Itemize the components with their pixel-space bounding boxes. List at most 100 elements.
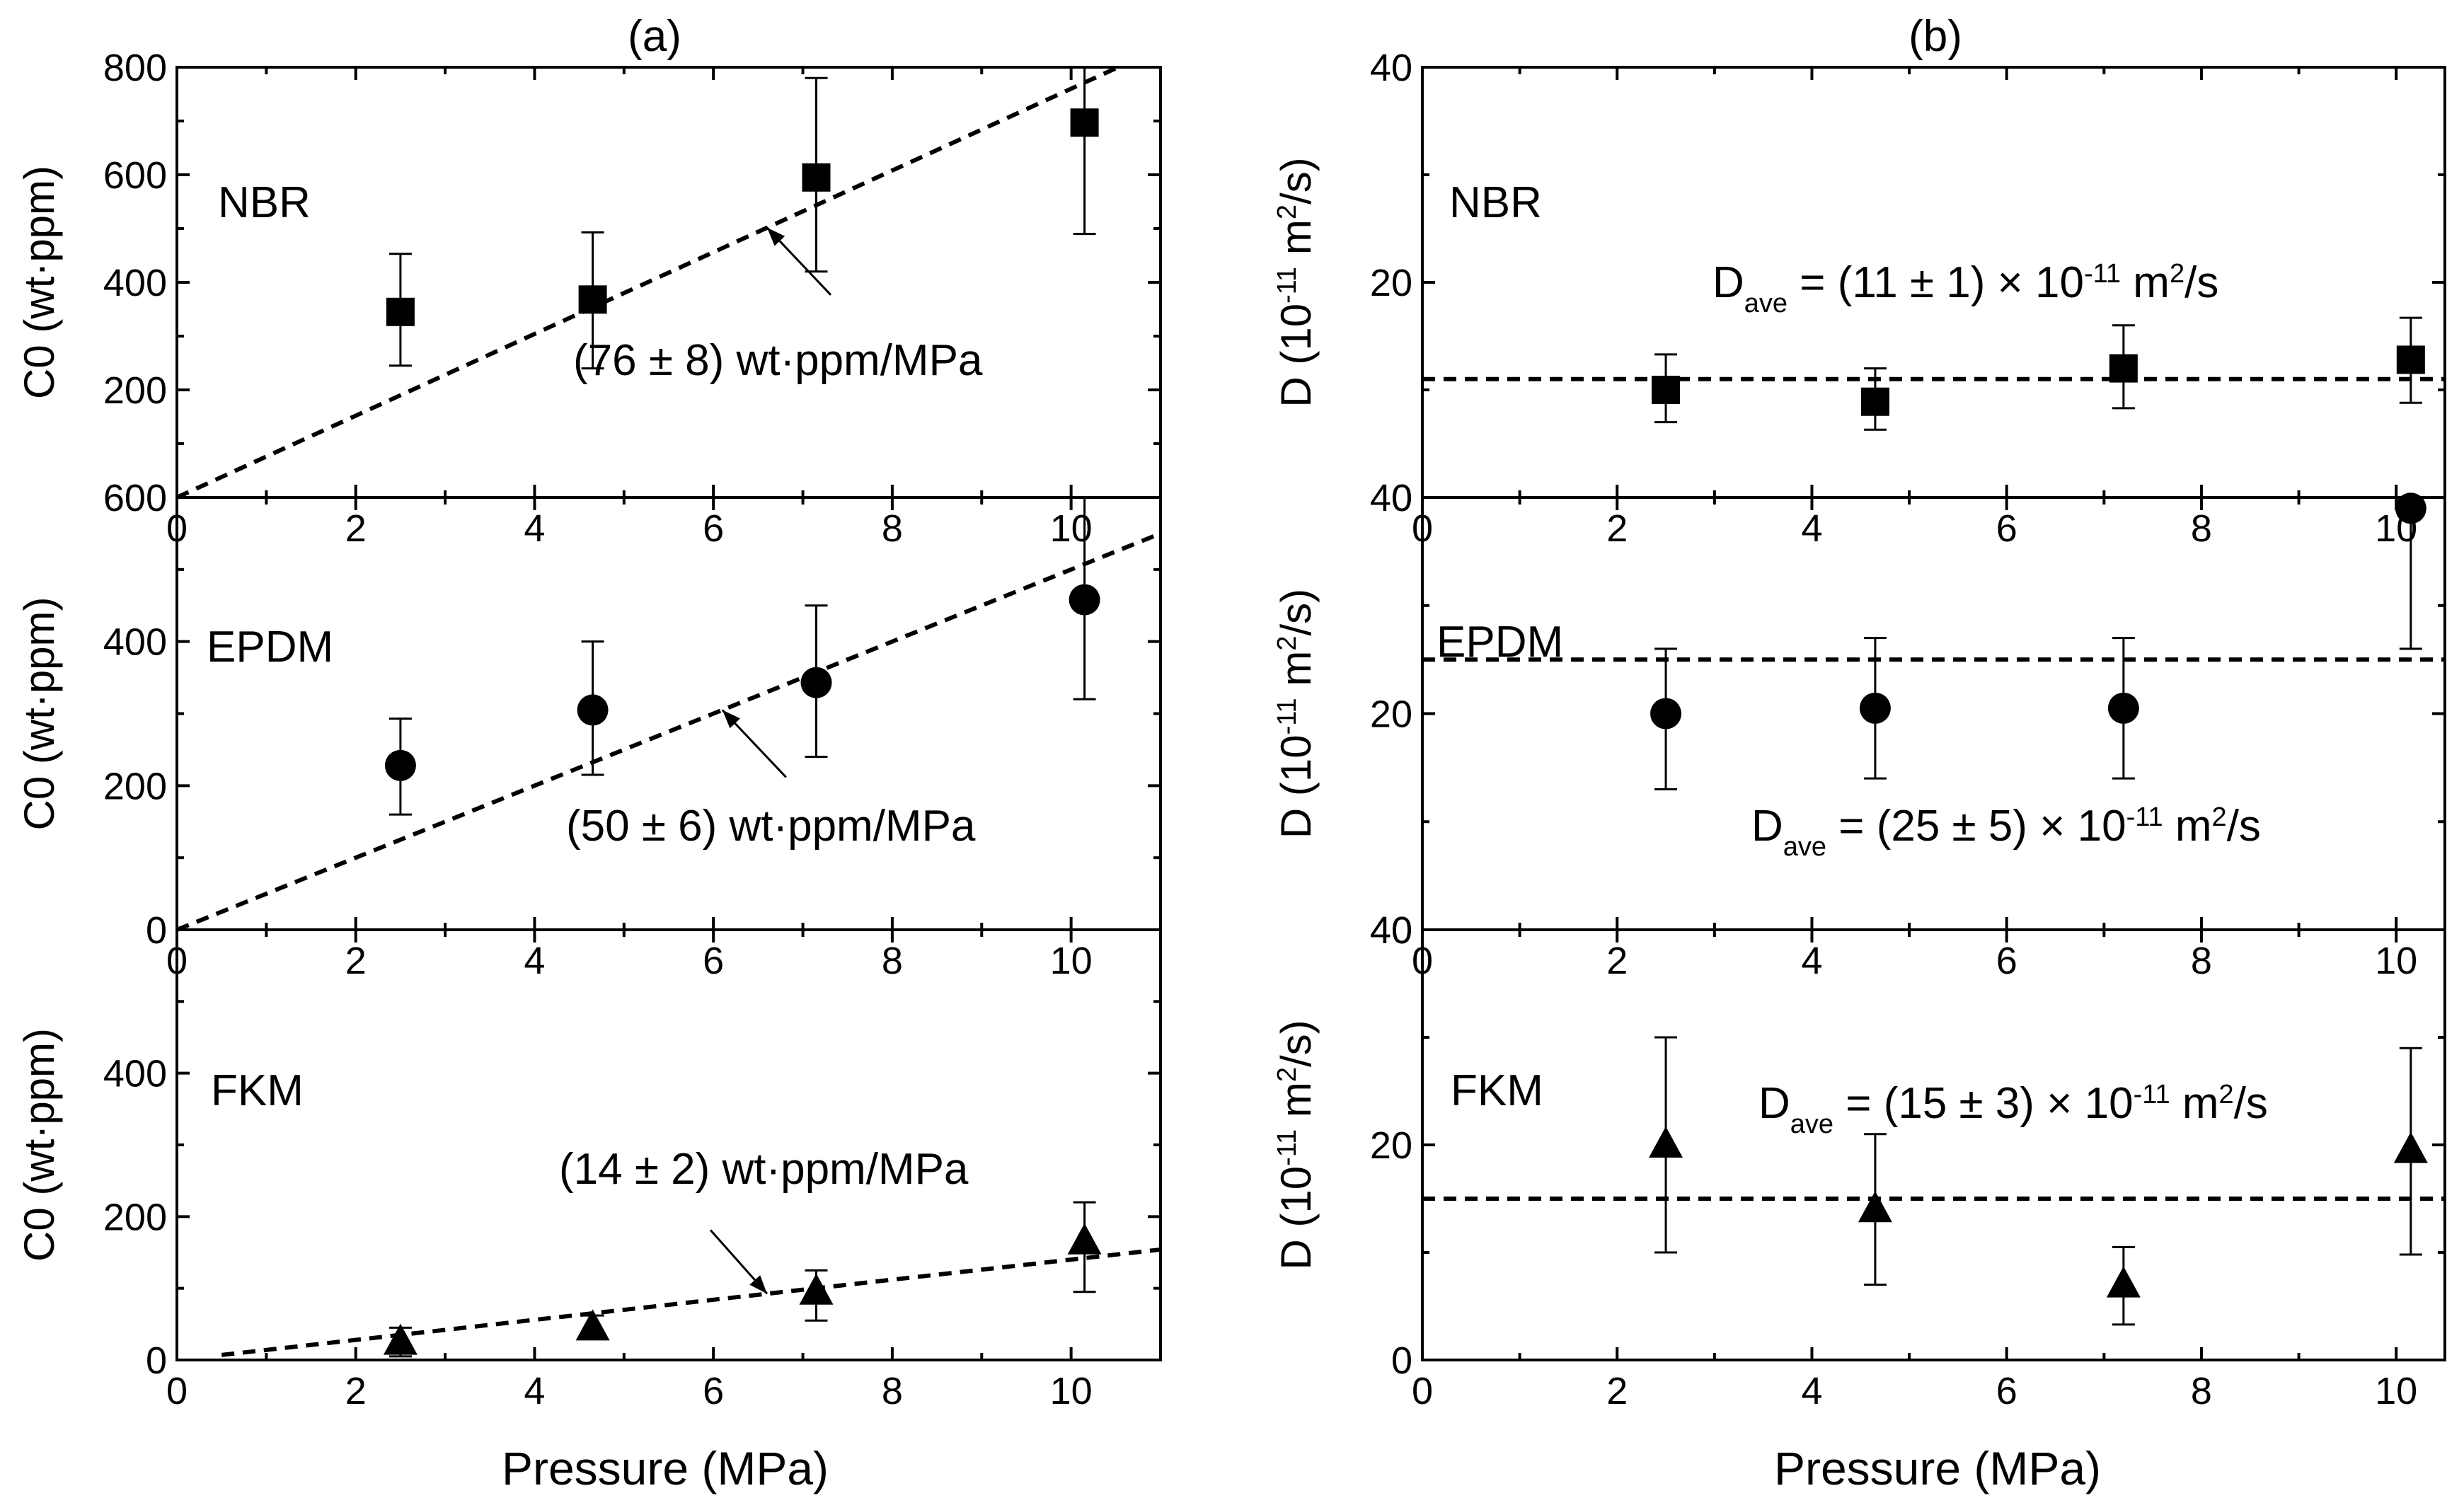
x-tick-label-b-fkm: 2 (1606, 1370, 1628, 1412)
plot-frame-a-nbr (175, 66, 1162, 499)
material-label-a-nbr: NBR (218, 178, 311, 227)
y-tick-label-a-nbr: 400 (103, 262, 167, 304)
x-tick-label-b-fkm: 10 (2375, 1370, 2417, 1412)
material-label-b-fkm: FKM (1451, 1066, 1543, 1115)
fit-line-a-fkm (221, 1247, 1161, 1357)
fit-arrowhead-a-fkm (749, 1275, 767, 1294)
data-point-a-epdm (384, 749, 416, 781)
x-tick-label-b-nbr: 8 (2191, 507, 2212, 550)
y-tick-label-b-epdm: 40 (1370, 477, 1412, 519)
data-point-b-epdm (1859, 692, 1891, 724)
data-point-b-fkm (2393, 1131, 2428, 1163)
y-tick-label-a-nbr: 800 (103, 47, 167, 89)
x-axis-label-a: Pressure (MPa) (502, 1442, 829, 1494)
y-tick-label-b-fkm: 40 (1370, 909, 1412, 952)
x-tick-label-b-fkm: 8 (2191, 1370, 2212, 1412)
y-tick-label-b-fkm: 20 (1370, 1124, 1412, 1167)
data-point-b-fkm (1858, 1191, 1892, 1223)
x-tick-label-a-epdm: 6 (703, 940, 724, 982)
x-tick-label-a-nbr: 10 (1050, 507, 1093, 550)
plot-frame-b-epdm (1421, 496, 2446, 931)
data-point-a-epdm (1069, 584, 1100, 616)
material-label-a-fkm: FKM (211, 1066, 304, 1115)
fit-arrowhead-a-nbr (767, 227, 785, 246)
y-tick-label-a-fkm: 400 (103, 1053, 167, 1095)
data-point-a-fkm (383, 1323, 418, 1355)
y-tick-label-a-nbr: 600 (103, 477, 167, 519)
x-tick-label-b-epdm: 6 (1996, 940, 2017, 982)
data-point-b-nbr (1652, 376, 1681, 404)
x-tick-label-b-epdm: 4 (1801, 940, 1822, 982)
y-tick-label-b-nbr: 40 (1370, 47, 1412, 89)
y-tick-label-a-epdm: 400 (103, 621, 167, 664)
x-tick-label-a-fkm: 2 (345, 1370, 367, 1412)
material-label-b-nbr: NBR (1449, 178, 1542, 227)
data-point-b-epdm (1650, 698, 1682, 730)
fit-line-a-nbr (175, 65, 1119, 500)
x-tick-label-b-epdm: 8 (2191, 940, 2212, 982)
y-tick-label-b-epdm: 20 (1370, 693, 1412, 736)
x-tick-label-b-epdm: 2 (1606, 940, 1628, 982)
data-point-a-epdm (577, 694, 609, 726)
x-tick-label-a-epdm: 4 (524, 940, 545, 982)
data-point-b-nbr (2109, 354, 2138, 383)
x-tick-label-b-fkm: 0 (1412, 1370, 1433, 1412)
y-axis-label-b-epdm: D (10-11 m2/s) (1272, 589, 1320, 838)
data-point-b-fkm (2106, 1266, 2141, 1298)
y-tick-label-a-nbr: 600 (103, 154, 167, 197)
fit-annotation-a-nbr: (76 ± 8) wt·ppm/MPa (573, 336, 983, 385)
x-tick-label-a-epdm: 2 (345, 940, 367, 982)
x-tick-label-b-nbr: 4 (1801, 507, 1822, 550)
fit-annotation-a-fkm: (14 ± 2) wt·ppm/MPa (559, 1145, 969, 1194)
x-tick-label-a-epdm: 8 (882, 940, 903, 982)
data-point-b-nbr (1860, 387, 1889, 416)
x-tick-label-a-fkm: 6 (703, 1370, 724, 1412)
chart-a-fkm: 0 2 4 6 8 10 0 200 400 C0 (wt·ppm) FKM (14 ± 2) wt·… (16, 928, 1162, 1412)
x-tick-label-a-fkm: 10 (1050, 1370, 1093, 1412)
data-point-a-nbr (578, 285, 607, 314)
data-point-a-nbr (386, 297, 415, 326)
y-axis-label-b-nbr: D (10-11 m2/s) (1272, 157, 1320, 407)
y-tick-label-b-nbr: 0 (1391, 477, 1412, 519)
x-tick-label-a-epdm: 10 (1050, 940, 1093, 982)
plot-frame-a-epdm (175, 496, 1162, 931)
average-annotation-b-nbr: Dave = (11 ± 1) × 10-11 m2/s (1712, 258, 2218, 318)
material-label-a-epdm: EPDM (207, 623, 333, 672)
x-tick-label-b-fkm: 6 (1996, 1370, 2017, 1412)
average-annotation-b-epdm: Dave = (25 ± 5) × 10-11 m2/s (1751, 802, 2261, 862)
y-axis-label-b-fkm: D (10-11 m2/s) (1272, 1020, 1320, 1269)
material-label-b-epdm: EPDM (1437, 618, 1563, 667)
x-tick-label-a-nbr: 2 (345, 507, 367, 550)
fit-line-a-epdm (175, 531, 1162, 932)
x-tick-label-a-fkm: 0 (166, 1370, 188, 1412)
y-tick-label-a-epdm: 200 (103, 765, 167, 807)
panel-b-title: (b) (1909, 12, 1962, 61)
fit-annotation-a-epdm: (50 ± 6) wt·ppm/MPa (566, 802, 976, 851)
data-point-b-epdm (2107, 692, 2139, 724)
data-point-a-fkm (1067, 1223, 1102, 1255)
x-tick-label-b-epdm: 10 (2375, 940, 2417, 982)
average-annotation-b-fkm: Dave = (15 ± 3) × 10-11 m2/s (1758, 1079, 2268, 1139)
y-tick-label-b-fkm: 0 (1391, 1339, 1412, 1382)
y-axis-label-a-nbr: C0 (wt·ppm) (16, 166, 63, 399)
y-tick-label-a-nbr: 200 (103, 369, 167, 412)
panel-a-title-group: (a) (628, 12, 681, 61)
y-axis-label-a-epdm: C0 (wt·ppm) (16, 596, 63, 830)
data-point-a-fkm (575, 1309, 610, 1341)
data-point-b-fkm (1649, 1126, 1683, 1158)
x-tick-label-b-nbr: 2 (1606, 507, 1628, 550)
chart-b-fkm: 0 2 4 6 8 10 0 20 40 D (10-11 m2/s) FKM Dave = (15 … (1272, 909, 2446, 1412)
y-axis-label-a-fkm: C0 (wt·ppm) (16, 1028, 63, 1262)
chart-b-epdm: 0 2 4 6 8 10 40 20 40 D (10-11 m2/s) EPDM Dave = (2… (1272, 477, 2446, 982)
y-tick-label-b-nbr: 20 (1370, 262, 1412, 304)
x-tick-label-a-fkm: 8 (882, 1370, 903, 1412)
fit-arrowhead-a-epdm (722, 710, 740, 729)
panel-a-title: (a) (628, 12, 681, 61)
data-point-a-fkm (799, 1273, 834, 1305)
x-tick-label-b-fkm: 4 (1801, 1370, 1822, 1412)
